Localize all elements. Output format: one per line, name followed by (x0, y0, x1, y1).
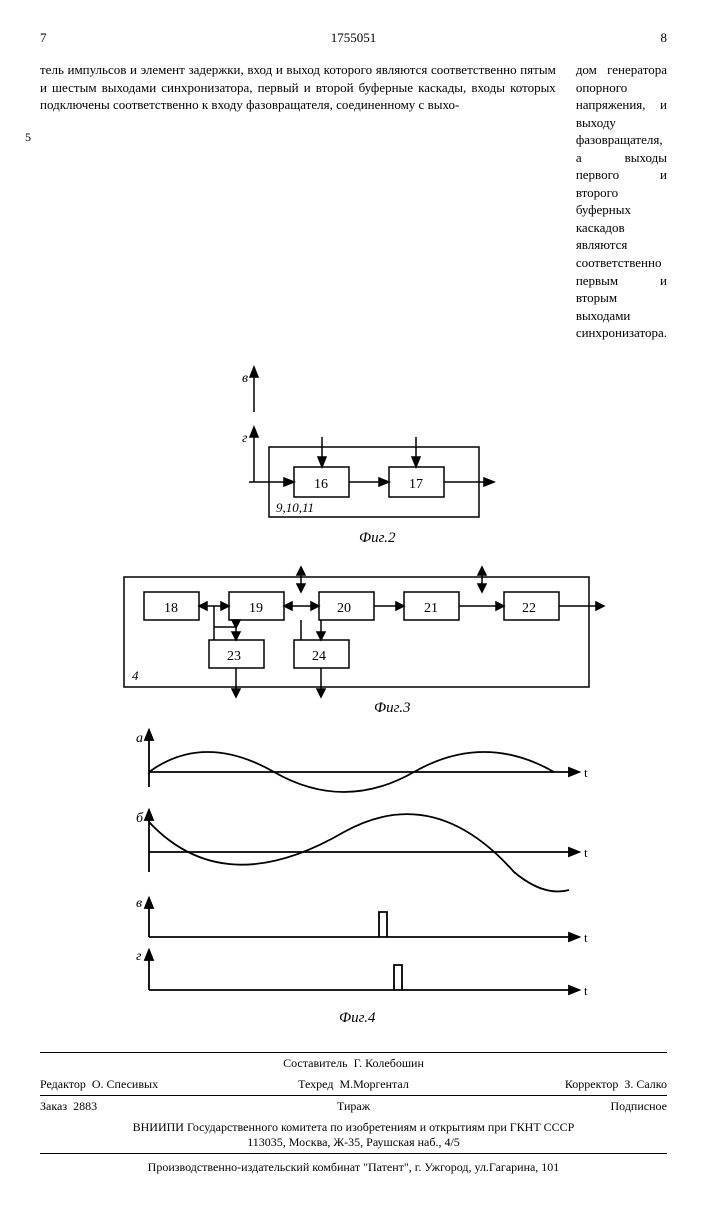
svg-text:t: t (584, 765, 588, 780)
svg-text:22: 22 (522, 601, 536, 616)
svg-text:20: 20 (337, 601, 351, 616)
page-header: 7 1755051 8 (40, 30, 667, 46)
svg-text:t: t (584, 983, 588, 998)
axis-v-label: в (242, 371, 248, 386)
fig4: а t б t в t г t Фиг.4 (94, 722, 614, 1032)
svg-text:г: г (136, 949, 142, 964)
axis-g-label: г (242, 431, 248, 446)
fig2-corner: 9,10,11 (276, 500, 314, 515)
body-text: тель импульсов и элемент задержки, вход … (40, 61, 667, 342)
svg-text:а: а (136, 731, 143, 746)
figures: в г 16 17 9,10,11 Фиг.2 18 19 20 21 22 (40, 362, 667, 1032)
svg-text:24: 24 (312, 649, 326, 664)
left-column: тель импульсов и элемент задержки, вход … (40, 61, 556, 114)
line-number: 5 (25, 129, 31, 145)
fig2-label: Фиг.2 (359, 530, 396, 546)
right-column: дом генератора опорного напряжения, и вы… (576, 61, 667, 342)
footer: Составитель Г. Колебошин Редактор О. Спе… (40, 1052, 667, 1178)
fig4-label: Фиг.4 (339, 1010, 376, 1026)
page-left: 7 (40, 30, 60, 46)
svg-text:t: t (584, 845, 588, 860)
svg-text:t: t (584, 930, 588, 945)
fig3-corner: 4 (132, 668, 139, 683)
svg-text:б: б (136, 811, 144, 826)
block-17: 17 (409, 477, 423, 492)
svg-text:18: 18 (164, 601, 178, 616)
fig3: 18 19 20 21 22 23 24 4 Фиг.3 (94, 562, 614, 722)
doc-number: 1755051 (60, 30, 647, 46)
svg-text:23: 23 (227, 649, 241, 664)
block-16: 16 (314, 477, 328, 492)
fig3-label: Фиг.3 (374, 700, 410, 716)
fig2: в г 16 17 9,10,11 Фиг.2 (194, 362, 514, 562)
svg-text:в: в (136, 896, 142, 911)
page-right: 8 (647, 30, 667, 46)
svg-text:21: 21 (424, 601, 438, 616)
svg-text:19: 19 (249, 601, 263, 616)
